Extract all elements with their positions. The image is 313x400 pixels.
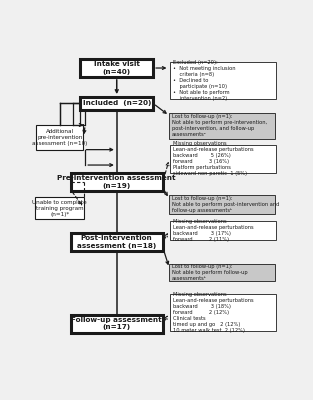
Text: Follow-up assessment
(n=17): Follow-up assessment (n=17) [71, 317, 162, 330]
Text: Unable to complete
training program
(n=1)*: Unable to complete training program (n=1… [33, 200, 87, 217]
Text: Included  (n=20): Included (n=20) [83, 100, 151, 106]
FancyBboxPatch shape [35, 197, 84, 219]
Text: Lost to follow-up (n=1):
Not able to perform follow-up
assessmentsᵇ: Lost to follow-up (n=1): Not able to per… [172, 264, 248, 281]
Text: Excluded (n=20):
•  Not meeting inclusion
    criteria (n=8)
•  Declined to
    : Excluded (n=20): • Not meeting inclusion… [173, 60, 236, 102]
Text: Missing observations
Lean-and-release perturbations
backward        3 (18%)
forw: Missing observations Lean-and-release pe… [173, 292, 254, 333]
Text: Missing observations
Lean-and-release perturbations
backward        3 (17%)
forw: Missing observations Lean-and-release pe… [173, 219, 254, 242]
Text: Lost to follow-up (n=1):
Not able to perform pre-intervention,
post-intervention: Lost to follow-up (n=1): Not able to per… [172, 114, 267, 137]
FancyBboxPatch shape [169, 113, 275, 138]
FancyBboxPatch shape [170, 294, 276, 331]
Text: Additional
pre-intervention
assessment (n=10): Additional pre-intervention assessment (… [32, 129, 87, 146]
Text: Intake visit
(n=40): Intake visit (n=40) [94, 61, 140, 75]
FancyBboxPatch shape [71, 233, 163, 251]
FancyBboxPatch shape [36, 125, 83, 150]
FancyBboxPatch shape [71, 173, 163, 191]
FancyBboxPatch shape [71, 315, 163, 332]
FancyBboxPatch shape [80, 59, 153, 77]
FancyBboxPatch shape [80, 97, 153, 110]
FancyBboxPatch shape [170, 221, 276, 240]
Text: Post-intervention
assessment (n=18): Post-intervention assessment (n=18) [77, 236, 156, 249]
Text: Missing observations
Lean-and-release perturbations
backward        5 (26%)
forw: Missing observations Lean-and-release pe… [173, 141, 254, 176]
Text: Lost to follow-up (n=1):
Not able to perform post-intervention and
follow-up ass: Lost to follow-up (n=1): Not able to per… [172, 196, 280, 213]
Text: Pre-intervention assessment
(n=19): Pre-intervention assessment (n=19) [58, 175, 176, 189]
FancyBboxPatch shape [170, 62, 276, 100]
FancyBboxPatch shape [169, 264, 275, 281]
FancyBboxPatch shape [170, 145, 276, 173]
FancyBboxPatch shape [169, 195, 275, 214]
